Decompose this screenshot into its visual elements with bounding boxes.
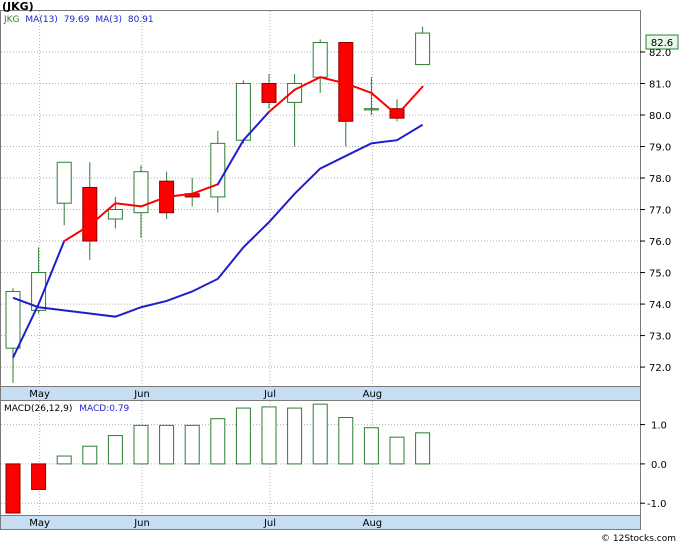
candle-up: [210, 142, 226, 198]
macd-date-label: May: [29, 518, 50, 529]
credit-text: © 12Stocks.com: [601, 534, 676, 544]
macd-bar-positive: [287, 407, 303, 465]
ma3-segment: [344, 82, 373, 94]
last-price-text: 82.6: [651, 38, 673, 49]
price-date-band: [0, 386, 641, 401]
price-legend: JKG MA(13) 79.69 MA(3) 80.91: [4, 15, 154, 25]
ma3-segment: [396, 85, 424, 116]
candle-up: [312, 42, 328, 78]
ma3-segment: [114, 202, 142, 208]
price-tick-label: 81.0: [649, 79, 671, 90]
date-label: Jun: [133, 389, 150, 400]
macd-bars: [5, 403, 431, 514]
price-tick-label: 79.0: [649, 143, 671, 154]
macd-bar-positive: [235, 407, 251, 465]
candle-down: [82, 186, 98, 242]
macd-bar-positive: [210, 418, 226, 465]
ma3-segment: [268, 88, 296, 113]
ma3-segment: [370, 91, 398, 116]
macd-bar-positive: [159, 424, 175, 465]
ma3-segment: [293, 76, 322, 91]
price-tick-label: 73.0: [649, 332, 671, 343]
last-price-tag: 82.6: [645, 34, 679, 50]
legend-ma13-label: MA(13): [25, 15, 58, 25]
macd-bar-negative: [31, 463, 47, 490]
macd-legend-value: MACD:0.79: [79, 404, 130, 414]
chart-title: (JKG): [2, 0, 34, 13]
ma3-segment: [37, 240, 66, 306]
candle-down: [261, 82, 277, 103]
legend-ma3-value: 80.91: [127, 15, 154, 25]
macd-bar-positive: [107, 435, 123, 465]
legend-ma3-label: MA(3): [95, 15, 122, 25]
macd-bar-positive: [415, 432, 431, 465]
candle-up: [363, 108, 379, 111]
candle-up: [235, 82, 251, 141]
price-tick-label: 76.0: [649, 237, 671, 248]
ma3-segment: [140, 195, 168, 208]
macd-bar-positive: [56, 455, 72, 465]
macd-bar-negative: [5, 463, 21, 514]
macd-bar-positive: [338, 417, 354, 465]
candle-up: [415, 32, 431, 66]
macd-tick-label: 1.0: [651, 421, 667, 432]
macd-bar-positive: [184, 424, 200, 465]
macd-tick-label: -1.0: [647, 499, 667, 510]
date-label: May: [29, 389, 50, 400]
date-label: Aug: [363, 389, 383, 400]
price-tick-label: 80.0: [649, 111, 671, 122]
price-tick-label: 74.0: [649, 300, 671, 311]
price-tick-label: 78.0: [649, 174, 671, 185]
macd-bar-positive: [312, 403, 328, 465]
price-tick-label: 77.0: [649, 206, 671, 217]
macd-bar-positive: [133, 424, 149, 465]
candle-up: [5, 290, 21, 349]
ma3-segment: [242, 110, 270, 142]
macd-bar-positive: [389, 436, 405, 465]
candle-up: [31, 272, 47, 311]
macd-date-band: [0, 515, 641, 530]
candles: [5, 26, 431, 383]
macd-date-label: Aug: [363, 518, 383, 529]
legend-ma13-value: 79.69: [63, 15, 90, 25]
moving-averages: [12, 76, 424, 359]
candle-up: [56, 161, 72, 204]
macd-tick-label: 0.0: [651, 460, 667, 471]
ma3-segment: [63, 224, 91, 243]
ma3-segment: [319, 76, 347, 85]
ma3-segment: [216, 139, 245, 186]
ma3-segment: [165, 192, 194, 198]
macd-date-label: Jun: [133, 518, 150, 529]
ma3-line-start: [12, 303, 40, 359]
date-label: Jul: [263, 389, 276, 400]
candle-up: [133, 171, 149, 214]
price-tick-label: 72.0: [649, 363, 671, 374]
macd-legend-label: MACD(26,12,9): [4, 404, 73, 414]
ma3-segment: [191, 183, 219, 195]
candle-down: [389, 108, 405, 119]
price-tick-label: 75.0: [649, 269, 671, 280]
macd-bar-positive: [261, 406, 277, 465]
macd-bar-positive: [82, 445, 98, 465]
macd-legend: MACD(26,12,9) MACD:0.79: [4, 404, 129, 414]
axes: 72.0 73.0 74.0 75.0 76.0 77.0 78.0 79.0 80.0 81.0…: [29, 48, 671, 529]
candle-up: [107, 209, 123, 220]
macd-bar-positive: [363, 427, 379, 465]
macd-date-label: Jul: [263, 518, 276, 529]
ma3-segment: [88, 202, 117, 227]
ma13-line: [12, 123, 424, 318]
price-tick-label: 82.0: [649, 48, 671, 59]
legend-symbol: JKG: [4, 15, 20, 25]
